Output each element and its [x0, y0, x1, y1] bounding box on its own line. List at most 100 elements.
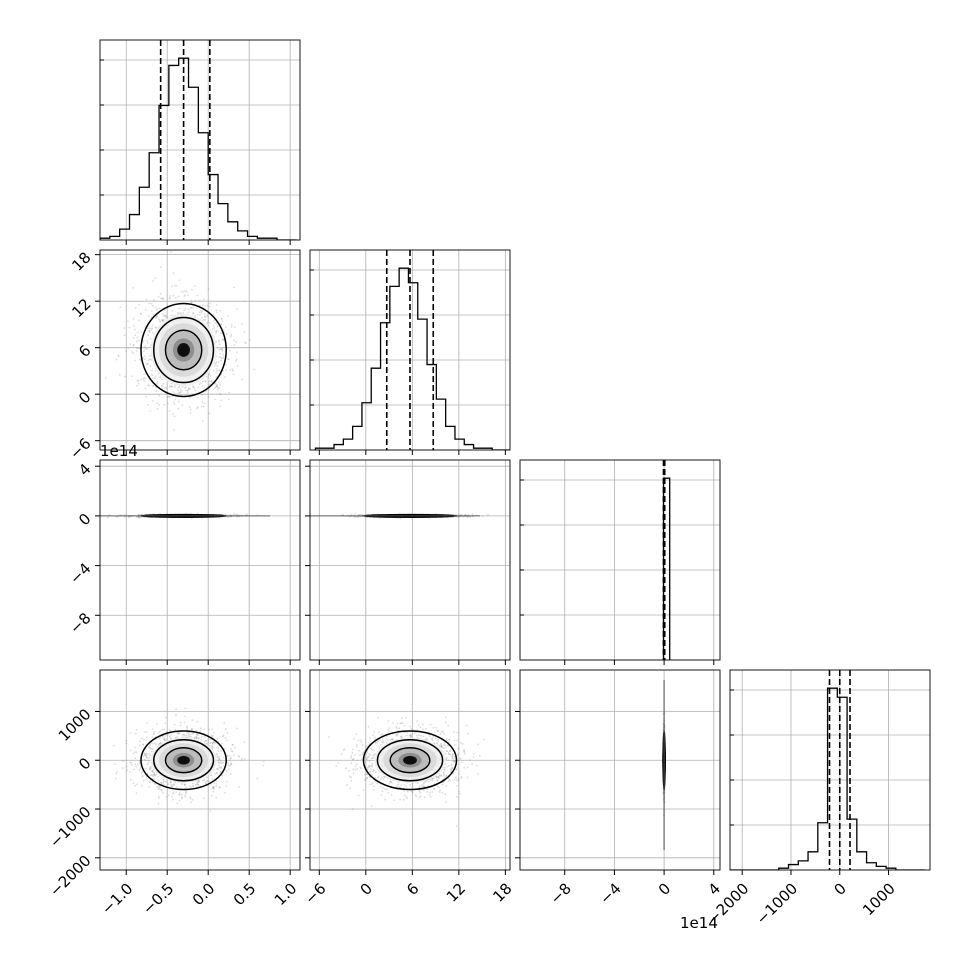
joint-panel-3-0 [100, 670, 300, 870]
scatter-point-1-0-821 [214, 322, 217, 325]
scatter-point-3-0-185 [216, 756, 219, 759]
scatter-point-1-0-1317 [174, 297, 177, 299]
scatter-point-1-0-1259 [173, 415, 176, 418]
scatter-point-3-0-32 [146, 722, 149, 724]
scatter-point-3-0-381 [194, 783, 197, 786]
scatter-point-1-0-302 [146, 342, 149, 344]
scatter-point-1-0-802 [178, 392, 180, 394]
scatter-point-1-0-641 [230, 333, 233, 336]
scatter-point-1-0-1370 [213, 319, 216, 322]
scatter-point-1-0-838 [214, 398, 216, 401]
scatter-point-1-0-299 [203, 313, 206, 316]
scatter-point-3-0-486 [183, 734, 186, 737]
scatter-point-1-0-1065 [161, 385, 164, 388]
scatter-point-3-0-458 [217, 768, 219, 771]
scatter-point-1-0-772 [217, 361, 220, 363]
scatter-point-1-0-437 [200, 382, 202, 385]
scatter-point-1-0-969 [216, 389, 219, 391]
scatter-point-3-0-517 [195, 736, 197, 739]
scatter-point-1-0-1249 [191, 288, 193, 291]
scatter-point-3-0-0 [213, 782, 216, 785]
scatter-point-3-0-214 [147, 761, 150, 764]
scatter-point-1-0-781 [192, 385, 195, 388]
scatter-point-1-0-784 [215, 304, 218, 306]
scatter-point-1-0-708 [127, 320, 129, 322]
scatter-point-3-0-542 [168, 735, 171, 738]
scatter-point-3-0-132 [140, 772, 143, 775]
scatter-point-1-0-986 [185, 386, 188, 389]
scatter-point-3-0-75 [128, 771, 131, 773]
scatter-point-1-0-184 [159, 297, 162, 300]
scatter-point-1-0-380 [177, 400, 180, 403]
scatter-point-1-0-655 [154, 317, 157, 319]
scatter-point-3-0-418 [163, 778, 165, 781]
scatter-point-1-0-436 [189, 408, 192, 411]
scatter-point-1-0-1223 [208, 412, 211, 415]
scatter-point-3-0-519 [205, 776, 208, 779]
scatter-point-3-0-527 [135, 728, 138, 731]
scatter-point-1-0-319 [152, 304, 154, 307]
scatter-point-1-0-444 [132, 287, 134, 289]
scatter-point-3-0-220 [184, 707, 187, 710]
scatter-point-1-0-788 [142, 356, 144, 359]
scatter-point-1-0-716 [151, 374, 154, 377]
scatter-point-1-0-707 [152, 384, 155, 387]
scatter-point-1-0-928 [230, 325, 233, 328]
scatter-point-1-0-78 [170, 385, 172, 388]
scatter-point-1-0-570 [161, 320, 164, 322]
scatter-point-1-0-209 [223, 339, 225, 341]
scatter-point-1-0-1239 [220, 332, 222, 334]
scatter-point-3-0-210 [196, 737, 198, 740]
scatter-point-3-0-325 [231, 744, 234, 746]
scatter-point-1-0-357 [136, 347, 139, 350]
scatter-point-1-0-1206 [243, 331, 246, 334]
scatter-point-1-0-1293 [202, 420, 204, 422]
scatter-point-1-0-1183 [227, 315, 230, 317]
scatter-point-1-0-598 [136, 340, 138, 343]
scatter-point-1-0-702 [206, 314, 209, 317]
scatter-point-1-0-1100 [162, 297, 165, 300]
scatter-point-1-0-561 [196, 294, 199, 297]
scatter-point-3-0-342 [216, 767, 219, 770]
scatter-point-1-0-875 [167, 395, 170, 398]
scatter-point-1-0-1081 [137, 379, 140, 382]
scatter-point-1-0-122 [131, 375, 134, 377]
scatter-point-1-0-1034 [208, 383, 211, 386]
scatter-point-1-0-159 [134, 328, 136, 331]
scatter-point-3-0-598 [184, 794, 187, 796]
scatter-point-2-0-1316 [137, 516, 140, 519]
scatter-point-1-0-112 [215, 372, 218, 374]
scatter-point-3-0-441 [158, 788, 161, 790]
scatter-point-2-1-248 [487, 513, 489, 516]
scatter-point-1-0-404 [152, 385, 154, 387]
scatter-point-1-0-115 [147, 315, 150, 317]
scatter-point-1-0-797 [200, 311, 203, 314]
scatter-point-3-0-544 [234, 746, 236, 749]
scatter-point-3-0-408 [213, 741, 216, 743]
scatter-point-1-0-289 [161, 297, 164, 300]
scatter-point-1-0-726 [204, 315, 207, 318]
scatter-point-1-0-472 [217, 330, 220, 332]
scatter-point-3-0-521 [175, 791, 177, 793]
scatter-point-3-0-46 [152, 775, 155, 778]
scatter-point-3-0-82 [175, 786, 178, 789]
scatter-point-3-0-539 [188, 735, 191, 738]
scatter-point-3-0-575 [195, 736, 198, 739]
scatter-point-3-0-86 [160, 789, 163, 792]
scatter-point-1-0-741 [205, 375, 208, 378]
scatter-point-3-0-344 [148, 752, 151, 755]
scatter-point-3-0-41 [180, 793, 183, 796]
scatter-point-1-0-1046 [156, 382, 159, 385]
scatter-point-1-0-957 [139, 359, 142, 362]
scatter-point-1-0-812 [221, 349, 224, 352]
scatter-point-1-0-406 [149, 354, 152, 357]
joint-panel-1-0 [100, 250, 300, 450]
scatter-point-3-0-465 [183, 721, 186, 724]
scatter-point-1-0-59 [182, 312, 185, 315]
scatter-point-3-0-396 [115, 772, 118, 775]
scatter-point-1-0-723 [203, 316, 206, 318]
scatter-point-2-0-386 [246, 513, 248, 516]
scatter-point-1-0-1356 [132, 344, 135, 347]
scatter-point-1-0-315 [222, 355, 225, 357]
scatter-point-1-0-1096 [134, 306, 137, 309]
